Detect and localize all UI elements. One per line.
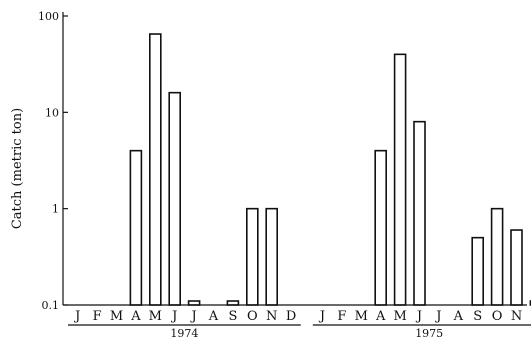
x-tick-label: M bbox=[110, 309, 123, 324]
x-tick-label: N bbox=[266, 309, 277, 324]
year-label: 1975 bbox=[415, 327, 443, 340]
y-axis-label: Catch (metric ton) bbox=[10, 108, 25, 229]
x-tick-label: A bbox=[375, 309, 386, 324]
x-tick-label: A bbox=[453, 309, 464, 324]
x-tick-label: J bbox=[189, 309, 196, 324]
x-tick-label: S bbox=[473, 309, 482, 324]
bar-1975-11 bbox=[510, 229, 523, 306]
x-tick-label: D bbox=[286, 309, 296, 324]
x-tick-label: F bbox=[337, 309, 346, 324]
y-tick-label: 0.1 bbox=[42, 299, 60, 312]
bar-1975-9 bbox=[471, 236, 485, 306]
bar-1975-5 bbox=[393, 53, 407, 306]
x-tick-label: J bbox=[318, 309, 325, 324]
x-tick-label: S bbox=[228, 309, 237, 324]
y-axis: 0.1 1 10 100 bbox=[38, 10, 68, 312]
x-tick-label: M bbox=[355, 309, 368, 324]
x-tick-label: N bbox=[511, 309, 522, 324]
x-tick-label: O bbox=[247, 309, 258, 324]
bar-1975-10 bbox=[490, 207, 504, 306]
bar-1975-4 bbox=[374, 149, 388, 306]
x-tick-label: A bbox=[208, 309, 219, 324]
bar-1974-5 bbox=[149, 33, 162, 306]
year-label: 1974 bbox=[170, 327, 198, 340]
bar-1974-10 bbox=[246, 207, 259, 306]
x-tick-label: J bbox=[415, 309, 422, 324]
x-tick-label: M bbox=[393, 309, 406, 324]
bar-1974-4 bbox=[129, 149, 143, 306]
y-tick-label: 1 bbox=[52, 203, 59, 216]
x-tick-label: F bbox=[93, 309, 102, 324]
x-tick-label: J bbox=[73, 309, 80, 324]
x-axis: JFMAMJJASOND1974JFMAMJJASOND1975 bbox=[63, 304, 531, 340]
y-tick-label: 100 bbox=[38, 10, 59, 23]
x-tick-label: M bbox=[149, 309, 162, 324]
x-tick-label: O bbox=[492, 309, 503, 324]
x-tick-label: J bbox=[170, 309, 177, 324]
x-tick-label: A bbox=[130, 309, 141, 324]
y-tick-label: 10 bbox=[45, 106, 59, 119]
bar-1974-6 bbox=[168, 91, 181, 306]
bar-1975-6 bbox=[413, 120, 426, 306]
bars-group bbox=[129, 33, 531, 306]
bar-1974-11 bbox=[265, 207, 279, 306]
x-tick-label: J bbox=[434, 309, 441, 324]
